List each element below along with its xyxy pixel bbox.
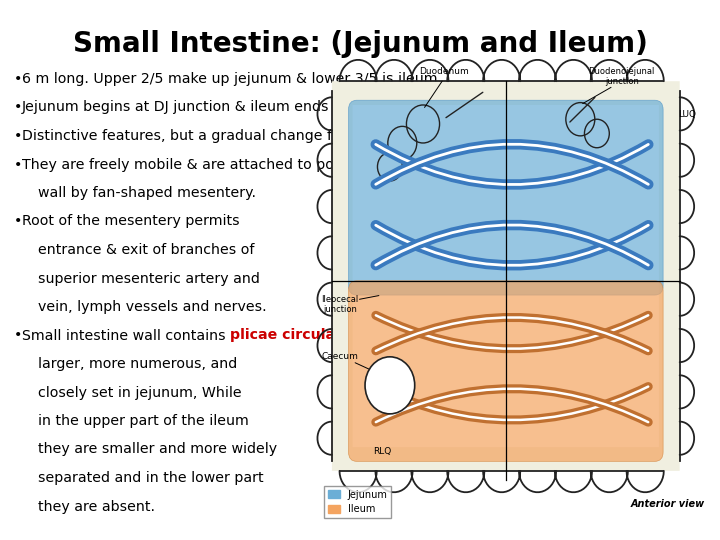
FancyBboxPatch shape xyxy=(348,281,663,461)
FancyBboxPatch shape xyxy=(348,100,663,295)
Text: Duodenum: Duodenum xyxy=(419,67,469,76)
Text: Ileocecal
junction: Ileocecal junction xyxy=(322,295,359,314)
Text: larger, more numerous, and: larger, more numerous, and xyxy=(38,357,238,371)
Text: •: • xyxy=(14,129,22,143)
Text: Anterior view: Anterior view xyxy=(631,499,704,509)
Text: Duodenojejunal
junction: Duodenojejunal junction xyxy=(588,67,655,86)
Text: entrance & exit of branches of: entrance & exit of branches of xyxy=(38,243,254,257)
Text: •: • xyxy=(14,214,22,228)
Text: •: • xyxy=(14,100,22,114)
Text: Small intestine wall contains: Small intestine wall contains xyxy=(22,328,230,342)
Text: Small Intestine: (Jejunum and Ileum): Small Intestine: (Jejunum and Ileum) xyxy=(73,30,647,58)
FancyBboxPatch shape xyxy=(332,81,680,471)
Text: RLQ: RLQ xyxy=(373,447,392,456)
Text: separated and in the lower part: separated and in the lower part xyxy=(38,471,264,485)
Text: superior mesenteric artery and: superior mesenteric artery and xyxy=(38,272,260,286)
FancyBboxPatch shape xyxy=(353,105,659,447)
Text: LUQ: LUQ xyxy=(678,110,696,119)
Legend: Jejunum, Ileum: Jejunum, Ileum xyxy=(325,485,392,518)
Text: They are freely mobile & are attached to post. abdominal: They are freely mobile & are attached to… xyxy=(22,158,431,172)
Text: •: • xyxy=(14,158,22,172)
Text: Caecum: Caecum xyxy=(322,352,359,361)
Text: vein, lymph vessels and nerves.: vein, lymph vessels and nerves. xyxy=(38,300,266,314)
Text: they are absent.: they are absent. xyxy=(38,500,155,514)
Text: Distinctive features, but a gradual change from one to other.: Distinctive features, but a gradual chan… xyxy=(22,129,455,143)
Text: in the upper part of the ileum: in the upper part of the ileum xyxy=(38,414,248,428)
Text: •: • xyxy=(14,328,22,342)
Text: , which are: , which are xyxy=(360,328,438,342)
Text: Root of the mesentery permits: Root of the mesentery permits xyxy=(22,214,240,228)
Text: they are smaller and more widely: they are smaller and more widely xyxy=(38,442,277,456)
Text: closely set in jejunum, While: closely set in jejunum, While xyxy=(38,386,242,400)
Text: 6 m long. Upper 2/5 make up jejunum & lower 3/5 is ileum.: 6 m long. Upper 2/5 make up jejunum & lo… xyxy=(22,72,442,86)
Text: plicae circulares: plicae circulares xyxy=(230,328,360,342)
Text: wall by fan-shaped mesentery.: wall by fan-shaped mesentery. xyxy=(38,186,256,200)
Text: Jejunum begins at DJ junction & ileum ends at ileocecal junc.: Jejunum begins at DJ junction & ileum en… xyxy=(22,100,454,114)
Text: •: • xyxy=(14,72,22,86)
Circle shape xyxy=(365,357,415,414)
